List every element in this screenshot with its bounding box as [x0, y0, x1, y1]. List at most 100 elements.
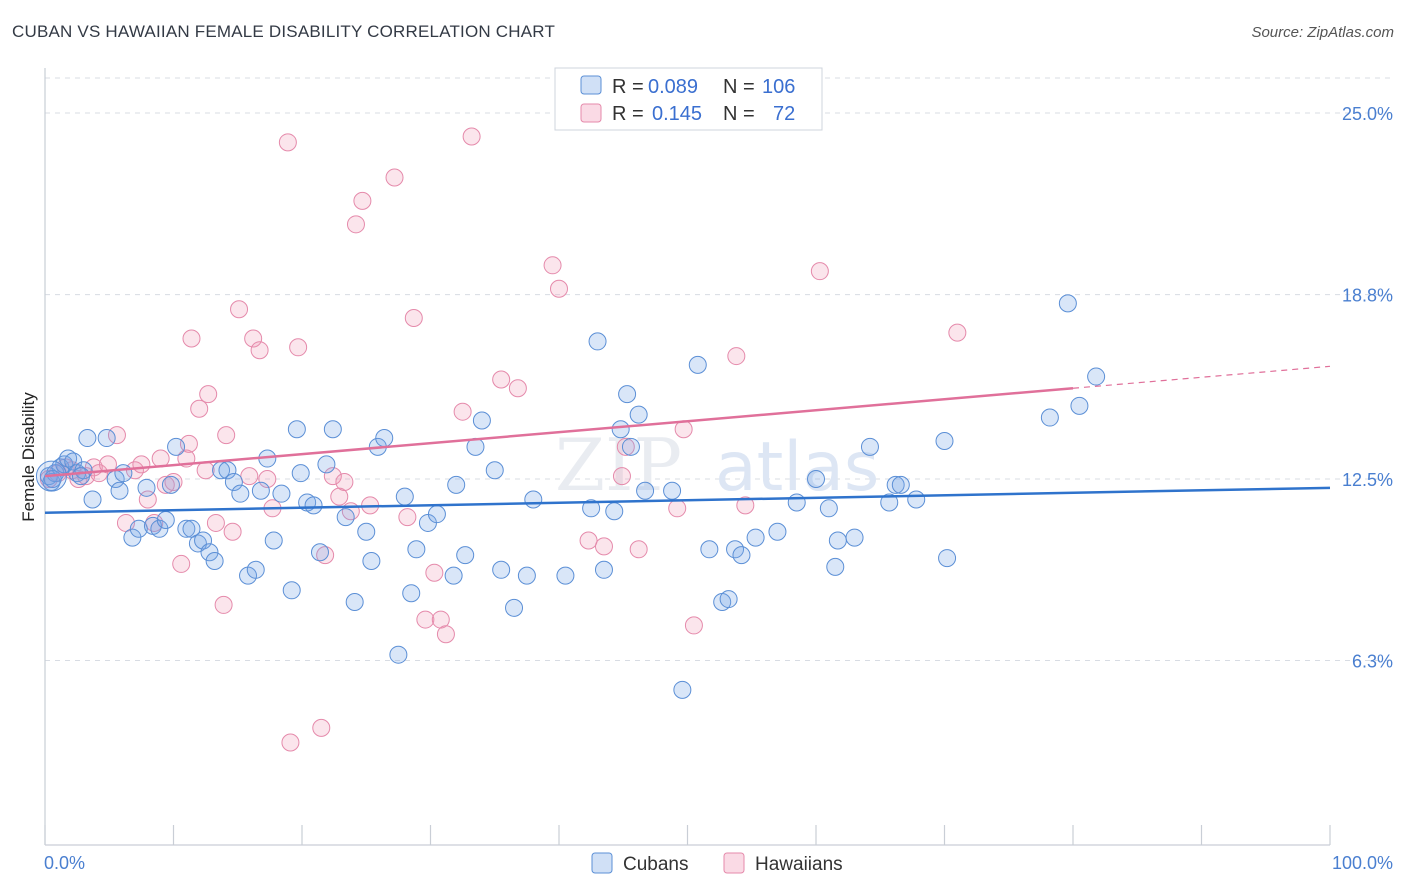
- axes: [44, 68, 1331, 846]
- cubans-point: [264, 531, 283, 550]
- bottom-legend-cubans: Cubans: [623, 854, 689, 875]
- hawaiians-point: [436, 625, 455, 644]
- cubans-point: [310, 543, 329, 562]
- cubans-point: [161, 475, 180, 494]
- cubans-point: [826, 557, 845, 576]
- hawaiians-point: [98, 455, 117, 474]
- cubans-point: [611, 420, 630, 439]
- legend-cubans-n-label: N =: [723, 76, 755, 98]
- bottom-legend-hawaiians: Hawaiians: [755, 854, 843, 875]
- hawaiians-point: [346, 215, 365, 234]
- hawaiians-point: [736, 496, 755, 515]
- hawaiians-point: [727, 347, 746, 366]
- cubans-point: [110, 481, 129, 500]
- cubans-point: [167, 437, 186, 456]
- legend-swatch-cubans: [580, 75, 602, 95]
- cubans-point: [700, 540, 719, 559]
- cubans-point: [357, 522, 376, 541]
- hawaiians-point: [398, 508, 417, 527]
- x-tick-label: 0.0%: [44, 853, 85, 873]
- cubans-point: [505, 598, 524, 617]
- cubans-point: [845, 528, 864, 547]
- cubans-point: [768, 522, 787, 541]
- hawaiians-point: [674, 420, 693, 439]
- hawaiians-point: [404, 309, 423, 328]
- cubans-point: [427, 505, 446, 524]
- hawaiians-point: [240, 467, 259, 486]
- legend-hawaiians-n-label: N =: [723, 103, 755, 125]
- cubans-point: [636, 481, 655, 500]
- cubans-point: [938, 549, 957, 568]
- cubans-point: [907, 490, 926, 509]
- hawaiians-point: [145, 513, 164, 532]
- cubans-point: [194, 531, 213, 550]
- cubans-point: [828, 531, 847, 550]
- legend-cubans-n-value: 106: [762, 76, 795, 98]
- hawaiians-point: [629, 540, 648, 559]
- hawaiians-point: [281, 733, 300, 752]
- hawaiians-point: [335, 472, 354, 491]
- hawaiians-point: [217, 426, 236, 445]
- cubans-point: [556, 566, 575, 585]
- hawaiians-point: [594, 537, 613, 556]
- cubans-point: [719, 590, 738, 609]
- hawaiians-point: [289, 338, 308, 357]
- hawaiians-point: [462, 127, 481, 146]
- y-tick-label: 12.5%: [1342, 470, 1393, 490]
- hawaiians-point: [199, 385, 218, 404]
- cubans-point: [137, 478, 156, 497]
- y-tick-label: 6.3%: [1352, 652, 1393, 672]
- cubans-point: [97, 429, 116, 448]
- cubans-point: [688, 355, 707, 374]
- cubans-point: [618, 385, 637, 404]
- cubans-point: [200, 543, 219, 562]
- cubans-point: [807, 470, 825, 489]
- cubans-point: [517, 566, 536, 585]
- hawaiians-point: [453, 402, 472, 421]
- cubans-point: [492, 560, 511, 579]
- cubans-points: [35, 294, 1106, 699]
- cubans-point: [291, 464, 310, 483]
- cubans-point: [83, 490, 102, 509]
- hawaiians-point: [172, 554, 191, 573]
- hawaiians-point: [684, 616, 703, 635]
- cubans-point: [935, 431, 954, 450]
- hawaiians-point: [190, 399, 209, 418]
- hawaiians-point: [278, 133, 297, 152]
- cubans-point: [787, 493, 806, 512]
- cubans-point: [336, 508, 355, 527]
- cubans-point: [323, 420, 342, 439]
- hawaiians-point: [543, 256, 562, 275]
- hawaiians-point: [182, 329, 201, 348]
- cubans-point: [746, 528, 765, 547]
- trend-lines: [44, 365, 1331, 514]
- cubans-point: [732, 546, 751, 565]
- hawaiians-point: [612, 467, 631, 486]
- cubans-point: [629, 405, 648, 424]
- cubans-point: [444, 566, 463, 585]
- cubans-point: [1040, 408, 1059, 427]
- hawaiians-point: [206, 513, 225, 532]
- cubans-point: [582, 499, 601, 518]
- x-tick-label: 100.0%: [1332, 853, 1393, 873]
- series-legend: Cubans Hawaiians: [591, 852, 843, 875]
- hawaiians-point: [214, 595, 233, 614]
- cubans-point: [362, 552, 381, 571]
- cubans-point: [123, 528, 142, 547]
- legend-hawaiians-n-value: 72: [773, 103, 795, 125]
- cubans-point: [224, 472, 243, 491]
- hawaiians-trend-extension: [1072, 365, 1331, 389]
- cubans-point: [663, 481, 682, 500]
- cubans-point: [402, 584, 421, 603]
- cubans-point: [407, 540, 426, 559]
- cubans-point: [272, 484, 291, 503]
- hawaiians-point: [250, 341, 269, 360]
- hawaiians-point: [579, 531, 598, 550]
- hawaiians-point: [107, 426, 126, 445]
- cubans-point: [1070, 396, 1089, 415]
- cubans-trend-line: [44, 486, 1331, 514]
- cubans-point: [78, 429, 97, 448]
- bottom-legend-swatch-hawaiians: [723, 852, 745, 874]
- cubans-point: [71, 467, 90, 486]
